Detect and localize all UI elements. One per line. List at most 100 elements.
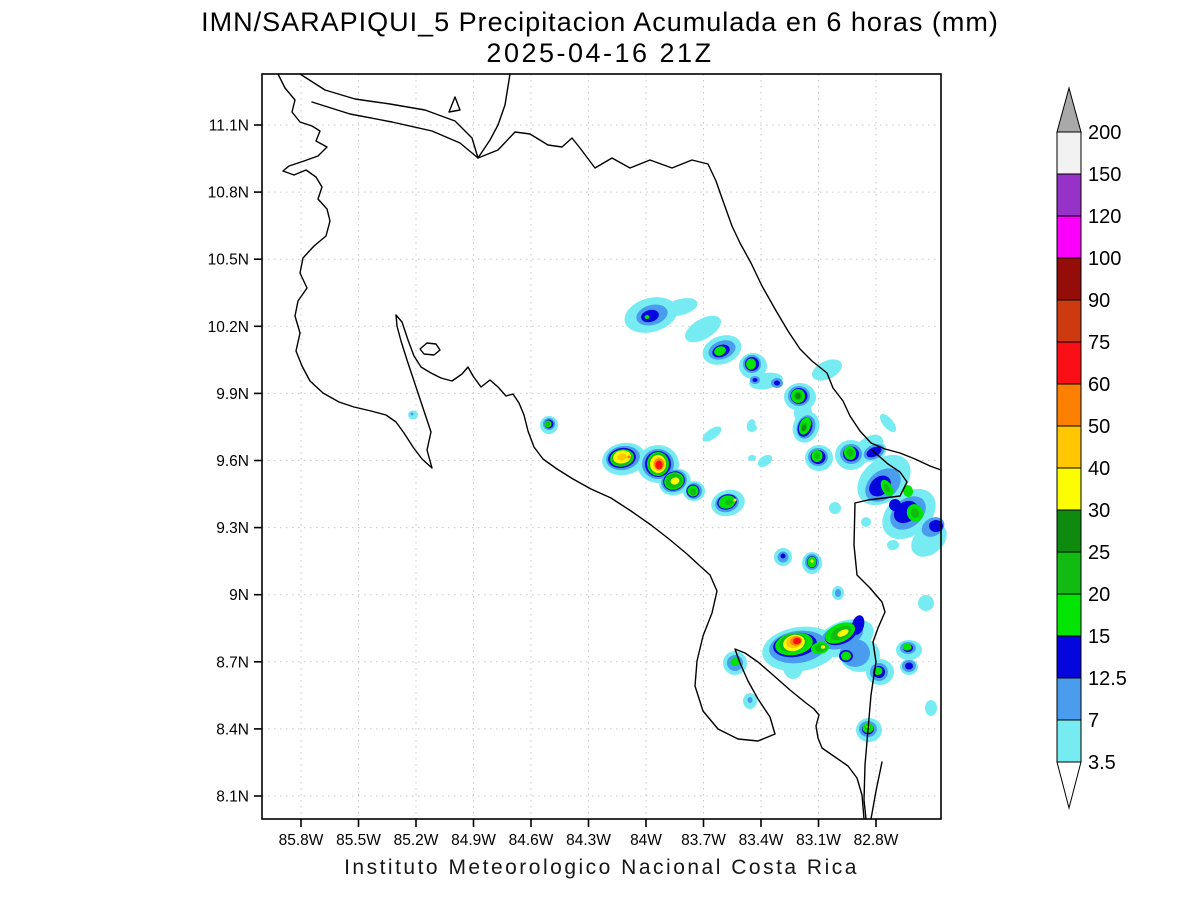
x-tick-label: 84.3W bbox=[566, 832, 611, 849]
y-tick-label: 10.5N bbox=[208, 252, 249, 269]
colorbar-segment bbox=[1056, 635, 1082, 679]
y-tick-label: 11.1N bbox=[209, 118, 249, 135]
coastline-path bbox=[277, 73, 865, 820]
colorbar-label: 120 bbox=[1088, 206, 1121, 228]
precip-cell-12.5mm bbox=[774, 380, 780, 386]
colorbar-under-arrow bbox=[1056, 761, 1082, 810]
axes: 85.8W 85.5W 85.2W 84.9W 84.6W 84.3W 84W 83.7W 83… bbox=[208, 73, 942, 849]
x-tick-label: 83.4W bbox=[739, 832, 784, 849]
attribution-footer: Instituto Meteorologico Nacional Costa R… bbox=[344, 856, 859, 879]
precip-cell-15mm bbox=[730, 658, 740, 666]
y-tick-label: 9.9N bbox=[216, 386, 249, 403]
colorbar-segment bbox=[1056, 719, 1082, 763]
precip-cell-20mm bbox=[725, 498, 733, 506]
precip-cell-3.5mm bbox=[757, 454, 773, 468]
precip-cell-30mm bbox=[837, 629, 849, 637]
precip-cell-20mm bbox=[814, 452, 820, 460]
x-tick-label: 83.7W bbox=[681, 832, 726, 849]
y-tick-label: 9.3N bbox=[216, 520, 249, 537]
precip-cell-30mm bbox=[733, 498, 737, 502]
precip-cell-15mm bbox=[714, 346, 726, 356]
precip-cell-7mm bbox=[747, 697, 753, 703]
precip-cell-3.5mm bbox=[684, 315, 722, 343]
precip-cell-15mm bbox=[902, 643, 912, 651]
precip-cell-3.5mm bbox=[748, 455, 756, 461]
precip-cell-20mm bbox=[883, 483, 891, 493]
colorbar-segment bbox=[1056, 677, 1082, 721]
colorbar-label: 75 bbox=[1088, 332, 1110, 354]
precip-cell-20mm bbox=[546, 422, 550, 426]
colorbar-over-arrow bbox=[1056, 86, 1082, 133]
precip-cell-60mm bbox=[655, 460, 663, 470]
precip-cell-3.5mm bbox=[925, 700, 937, 716]
precip-cell-30mm bbox=[670, 477, 680, 485]
precip-cell-20mm bbox=[846, 449, 854, 457]
precip-cell-15mm bbox=[902, 485, 914, 497]
x-tick-label: 83.1W bbox=[796, 832, 841, 849]
precip-cell-12.5mm bbox=[929, 520, 943, 532]
precip-cell-40mm bbox=[617, 453, 627, 461]
precip-cell-3.5mm bbox=[918, 595, 934, 611]
coastlines bbox=[277, 73, 942, 820]
colorbar-segment bbox=[1056, 425, 1082, 469]
coastline-path bbox=[477, 131, 942, 471]
precip-cell-12.5mm bbox=[889, 499, 901, 511]
colorbar-label: 100 bbox=[1088, 248, 1121, 270]
coastline-path bbox=[853, 449, 908, 820]
y-tick-label: 10.8N bbox=[208, 185, 249, 202]
colorbar-label: 25 bbox=[1088, 542, 1110, 564]
colorbar: 200 150 120 100 90 75 60 50 40 30 25 20 15 12.5 7 3.5 bbox=[1056, 86, 1127, 810]
colorbar-segment bbox=[1056, 509, 1082, 553]
precip-cell-15mm bbox=[644, 315, 650, 319]
x-tick-label: 84.9W bbox=[451, 832, 496, 849]
colorbar-segment bbox=[1056, 467, 1082, 511]
precip-cell-3.5mm bbox=[829, 502, 841, 514]
precipitation-shading bbox=[408, 297, 947, 742]
precip-cell-15mm bbox=[873, 667, 883, 675]
colorbar-label: 30 bbox=[1088, 500, 1110, 522]
precip-cell-12.5mm bbox=[752, 378, 758, 382]
coastline-path bbox=[299, 73, 511, 159]
colorbar-label: 3.5 bbox=[1088, 752, 1116, 774]
precip-cell-3.5mm bbox=[861, 517, 871, 527]
chart-title: IMN/SARAPIQUI_5 Precipitacion Acumulada … bbox=[201, 7, 999, 37]
colorbar-segment bbox=[1056, 257, 1082, 301]
precip-cell-60mm bbox=[793, 637, 801, 645]
colorbar-label: 7 bbox=[1088, 710, 1099, 732]
colorbar-label: 12.5 bbox=[1088, 668, 1127, 690]
precip-cell-12.5mm bbox=[641, 309, 659, 323]
plot-frame bbox=[261, 73, 942, 820]
y-tick-label: 8.7N bbox=[216, 654, 249, 671]
precip-cell-15mm bbox=[746, 358, 756, 370]
precip-cell-25mm bbox=[801, 425, 807, 431]
chart-subtitle-datetime: 2025-04-16 21Z bbox=[486, 38, 714, 68]
precip-cell-30mm bbox=[820, 645, 826, 649]
precip-cell-3.5mm bbox=[887, 540, 899, 550]
x-tick-label: 85.8W bbox=[279, 832, 324, 849]
precip-cell-7mm bbox=[835, 589, 841, 597]
colorbar-label: 50 bbox=[1088, 416, 1110, 438]
precip-cell-3.5mm bbox=[702, 426, 722, 442]
precip-cell-20mm bbox=[690, 488, 696, 496]
y-tick-label: 8.1N bbox=[216, 789, 249, 806]
x-tick-label: 85.2W bbox=[394, 832, 439, 849]
coastline-path bbox=[419, 342, 441, 356]
colorbar-segment bbox=[1056, 173, 1082, 217]
x-tick-label: 82.8W bbox=[854, 832, 899, 849]
x-tick-label: 85.5W bbox=[336, 832, 381, 849]
precip-cell-30mm bbox=[810, 559, 814, 563]
x-tick-label: 84W bbox=[630, 832, 662, 849]
colorbar-label: 40 bbox=[1088, 458, 1110, 480]
colorbar-label: 60 bbox=[1088, 374, 1110, 396]
x-tick-label: 84.6W bbox=[509, 832, 554, 849]
precip-cell-3.5mm bbox=[812, 359, 842, 381]
colorbar-label: 20 bbox=[1088, 584, 1110, 606]
coastline-path bbox=[448, 96, 461, 113]
precip-cell-50mm bbox=[627, 455, 631, 459]
colorbar-segment bbox=[1056, 593, 1082, 637]
precip-cell-3.5mm bbox=[664, 298, 698, 316]
y-tick-label: 9N bbox=[229, 587, 249, 604]
colorbar-segment bbox=[1056, 215, 1082, 259]
